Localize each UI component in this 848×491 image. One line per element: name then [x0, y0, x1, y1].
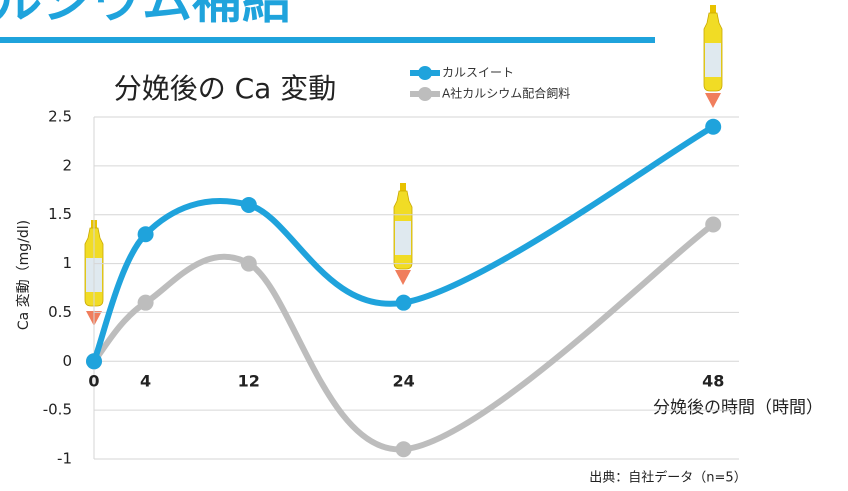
header-underline: [0, 37, 655, 43]
legend-marker: [418, 66, 432, 80]
y-tick-label: 0: [62, 352, 72, 370]
x-tick-label: 12: [238, 372, 260, 391]
y-tick-label: 2.5: [48, 108, 72, 126]
x-tick-label: 4: [140, 372, 151, 391]
page: ルシウム補給 分娩後の Ca 変動 Ca 変動（mg/dl) 分娩後の時間（時間…: [0, 0, 848, 491]
data-point: [705, 119, 721, 135]
y-tick-label: 0.5: [48, 303, 72, 321]
y-tick-label: 1.5: [48, 205, 72, 223]
y-tick-label: -0.5: [43, 401, 72, 419]
y-axis-label: Ca 変動（mg/dl): [15, 220, 32, 330]
data-point: [396, 441, 412, 457]
data-point: [86, 353, 102, 369]
data-point: [138, 226, 154, 242]
chart-title: 分娩後の Ca 変動: [114, 72, 337, 105]
legend-marker: [418, 87, 432, 101]
data-point: [241, 256, 257, 272]
x-tick-label: 0: [88, 372, 99, 391]
x-tick-label: 48: [702, 372, 724, 391]
y-tick-label: 1: [62, 254, 72, 272]
x-tick-label: 24: [392, 372, 414, 391]
data-point: [396, 295, 412, 311]
y-tick-label: -1: [57, 450, 72, 468]
data-point: [138, 295, 154, 311]
legend-label: カルスイート: [442, 66, 514, 80]
x-axis-label: 分娩後の時間（時間）: [653, 398, 823, 418]
legend-label: A社カルシウム配合飼料: [442, 86, 570, 101]
data-point: [241, 197, 257, 213]
source-note: 出典：自社データ（n=5）: [589, 470, 746, 486]
header-title: ルシウム補給: [0, 0, 293, 30]
y-tick-label: 2: [62, 156, 72, 174]
data-point: [705, 216, 721, 232]
